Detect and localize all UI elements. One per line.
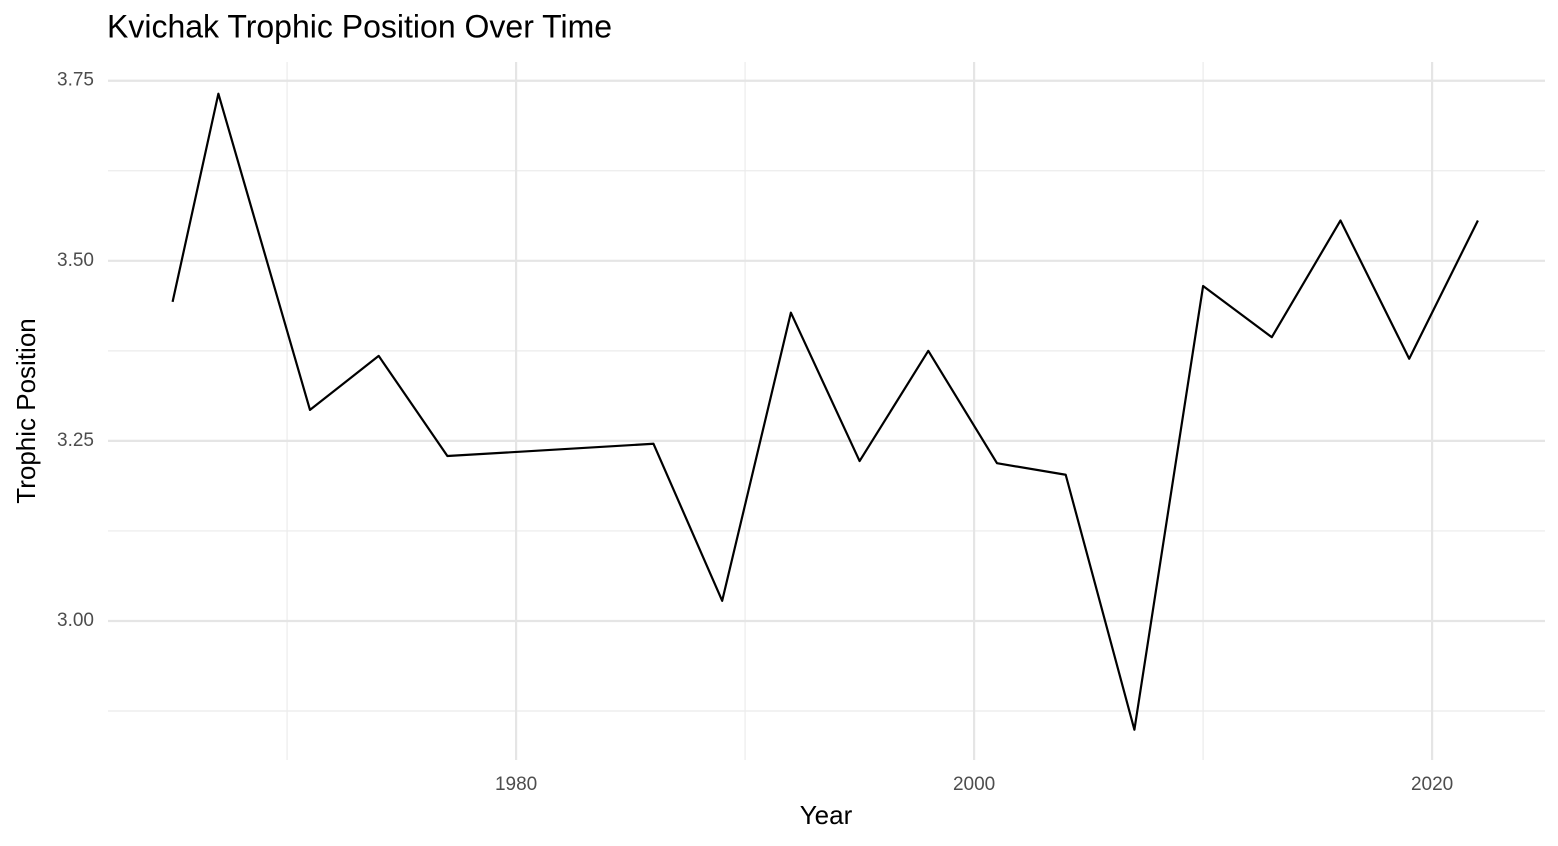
x-axis-title: Year: [800, 800, 853, 830]
y-tick-label: 3.75: [57, 70, 94, 91]
y-tick-label: 3.00: [57, 610, 94, 631]
y-axis-title: Trophic Position: [11, 318, 41, 503]
chart-title: Kvichak Trophic Position Over Time: [107, 8, 612, 44]
line: [171, 92, 1479, 731]
x-tick-label: 2000: [953, 774, 995, 795]
x-tick-label: 1980: [495, 774, 537, 795]
y-tick-label: 3.25: [57, 430, 94, 451]
y-tick-label: 3.50: [57, 250, 94, 271]
x-tick-label: 2020: [1411, 774, 1453, 795]
